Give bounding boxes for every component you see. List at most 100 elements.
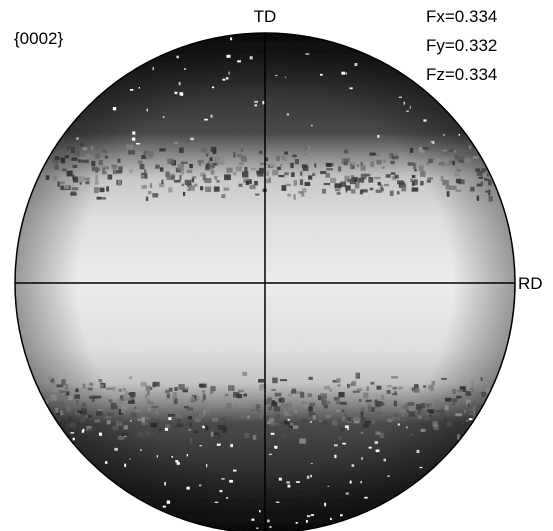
band-edge-pixel <box>77 410 83 414</box>
band-edge-pixel <box>409 433 414 436</box>
band-edge-pixel <box>391 376 398 379</box>
fx-value: Fx=0.334 <box>426 7 497 26</box>
speckle <box>146 108 148 112</box>
band-edge-pixel <box>87 387 93 391</box>
band-edge-pixel <box>117 158 121 163</box>
band-edge-pixel <box>243 393 248 397</box>
band-edge-pixel <box>349 178 357 185</box>
band-edge-pixel <box>80 143 84 147</box>
band-edge-pixel <box>358 177 365 183</box>
band-edge-pixel <box>95 174 98 181</box>
band-edge-pixel <box>344 413 347 418</box>
band-edge-pixel <box>446 191 450 197</box>
band-edge-pixel <box>184 387 189 390</box>
band-edge-pixel <box>97 167 101 172</box>
band-edge-pixel <box>267 397 273 403</box>
band-edge-pixel <box>259 385 263 391</box>
band-edge-pixel <box>56 384 64 388</box>
band-edge-pixel <box>266 171 270 176</box>
band-edge-pixel <box>106 412 114 417</box>
band-edge-pixel <box>182 388 188 393</box>
band-edge-pixel <box>318 419 323 423</box>
band-edge-pixel <box>325 162 332 167</box>
band-edge-pixel <box>191 177 195 183</box>
band-edge-pixel <box>457 389 463 393</box>
band-edge-pixel <box>477 391 482 397</box>
band-edge-pixel <box>108 399 113 403</box>
band-edge-pixel <box>357 180 360 185</box>
band-edge-pixel <box>363 392 369 399</box>
band-edge-pixel <box>158 428 162 434</box>
band-edge-pixel <box>458 163 461 170</box>
band-edge-pixel <box>205 163 210 170</box>
band-edge-pixel <box>52 380 55 385</box>
band-edge-pixel <box>101 197 106 200</box>
band-edge-pixel <box>394 174 399 179</box>
speckle <box>397 423 400 426</box>
band-edge-pixel <box>476 389 481 393</box>
band-edge-pixel <box>335 188 341 192</box>
band-edge-pixel <box>397 180 404 185</box>
band-edge-pixel <box>389 190 394 197</box>
band-edge-pixel <box>347 417 351 422</box>
band-edge-pixel <box>476 195 480 201</box>
band-edge-pixel <box>360 411 364 418</box>
band-edge-pixel <box>244 167 248 173</box>
band-edge-pixel <box>381 187 384 192</box>
band-edge-pixel <box>452 388 456 394</box>
band-edge-pixel <box>117 180 122 186</box>
band-edge-pixel <box>123 394 129 401</box>
band-edge-pixel <box>145 196 149 202</box>
band-edge-pixel <box>243 178 249 183</box>
band-edge-pixel <box>452 398 458 403</box>
band-edge-pixel <box>187 428 192 432</box>
band-edge-pixel <box>440 162 445 166</box>
band-edge-pixel <box>407 162 415 166</box>
speckle <box>349 480 352 484</box>
band-edge-pixel <box>116 398 122 404</box>
band-edge-pixel <box>370 381 375 385</box>
band-edge-pixel <box>170 175 175 180</box>
band-edge-pixel <box>366 386 369 391</box>
band-edge-pixel <box>351 189 356 194</box>
band-edge-pixel <box>172 392 177 398</box>
speckle <box>345 492 349 495</box>
band-edge-pixel <box>207 160 215 164</box>
band-edge-pixel <box>402 404 409 410</box>
band-edge-pixel <box>427 177 433 180</box>
speckle <box>295 522 298 524</box>
speckle <box>216 443 221 446</box>
speckle <box>176 462 180 465</box>
band-edge-pixel <box>396 417 401 421</box>
speckle <box>310 514 314 516</box>
band-edge-pixel <box>432 421 438 427</box>
band-edge-pixel <box>211 431 214 437</box>
band-edge-pixel <box>59 181 65 184</box>
band-edge-pixel <box>321 400 327 406</box>
speckle <box>330 517 332 520</box>
band-edge-pixel <box>352 390 360 393</box>
speckle <box>129 89 134 91</box>
band-edge-pixel <box>369 152 376 156</box>
band-edge-pixel <box>110 402 117 406</box>
band-edge-pixel <box>191 398 198 402</box>
band-edge-pixel <box>281 397 284 404</box>
band-edge-pixel <box>78 176 85 183</box>
band-edge-pixel <box>462 422 465 425</box>
band-edge-pixel <box>146 399 150 404</box>
band-edge-pixel <box>204 178 212 184</box>
band-edge-pixel <box>268 418 272 423</box>
band-edge-pixel <box>240 148 244 153</box>
speckle <box>409 106 411 109</box>
band-edge-pixel <box>207 161 211 165</box>
band-edge-pixel <box>173 179 181 183</box>
band-edge-pixel <box>270 421 275 427</box>
speckle <box>270 432 275 435</box>
band-edge-pixel <box>273 406 281 412</box>
band-edge-pixel <box>217 424 221 430</box>
band-edge-pixel <box>247 415 250 419</box>
band-edge-pixel <box>383 183 389 187</box>
speckle <box>233 469 237 472</box>
band-edge-pixel <box>360 431 364 435</box>
band-edge-pixel <box>420 180 424 186</box>
